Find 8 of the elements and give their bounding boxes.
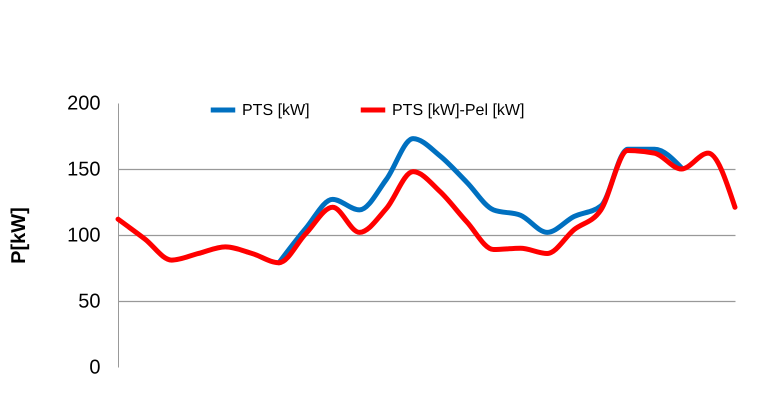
y-axis-title: P[kW] bbox=[8, 207, 30, 264]
y-tick-label: 150 bbox=[67, 158, 100, 180]
y-tick-label: 0 bbox=[89, 356, 100, 378]
y-tick-label: 200 bbox=[67, 92, 100, 114]
y-tick-label: 50 bbox=[78, 290, 100, 312]
legend-label: PTS [kW] bbox=[242, 102, 310, 119]
y-tick-label: 100 bbox=[67, 224, 100, 246]
legend-label: PTS [kW]-Pel [kW] bbox=[392, 102, 524, 119]
